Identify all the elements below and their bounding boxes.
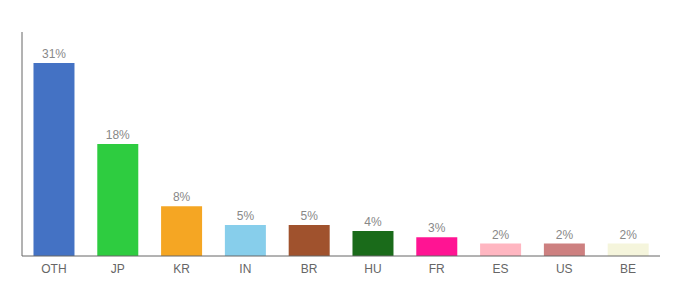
svg-text:4%: 4% — [364, 215, 382, 229]
svg-text:2%: 2% — [492, 228, 510, 242]
svg-text:FR: FR — [429, 262, 445, 276]
svg-text:HU: HU — [364, 262, 381, 276]
svg-text:18%: 18% — [106, 128, 130, 142]
svg-text:US: US — [556, 262, 573, 276]
svg-text:BR: BR — [301, 262, 318, 276]
svg-text:IN: IN — [239, 262, 251, 276]
svg-text:2%: 2% — [556, 228, 574, 242]
svg-text:8%: 8% — [173, 190, 191, 204]
svg-text:3%: 3% — [428, 221, 446, 235]
svg-text:ES: ES — [492, 262, 508, 276]
svg-text:31%: 31% — [42, 47, 66, 61]
svg-text:2%: 2% — [620, 228, 638, 242]
svg-text:5%: 5% — [237, 209, 255, 223]
svg-text:OTH: OTH — [41, 262, 66, 276]
svg-text:5%: 5% — [301, 209, 319, 223]
svg-text:KR: KR — [173, 262, 190, 276]
svg-text:JP: JP — [111, 262, 125, 276]
svg-text:BE: BE — [620, 262, 636, 276]
